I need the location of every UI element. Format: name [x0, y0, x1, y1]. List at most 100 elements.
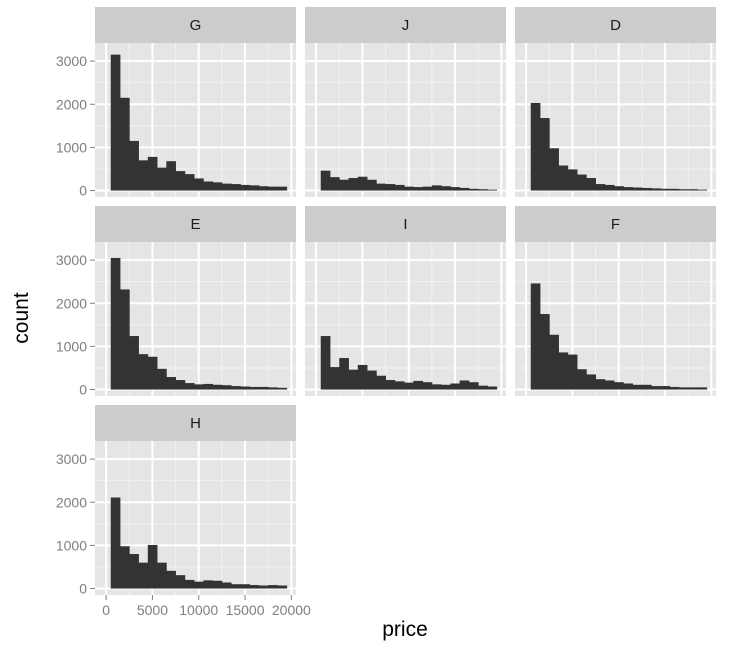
histogram-bar — [441, 186, 451, 191]
histogram-bar — [376, 375, 386, 390]
histogram-bar — [422, 382, 433, 390]
histogram-bar — [549, 334, 559, 390]
histogram-bar — [376, 183, 386, 191]
facet-strip-label: J — [402, 17, 410, 34]
y-tick-label: 0 — [79, 183, 87, 199]
histogram-bar — [268, 585, 278, 589]
histogram-bar — [586, 374, 596, 390]
histogram-bar — [120, 289, 130, 390]
histogram-bar — [138, 354, 149, 390]
histogram-bar — [268, 387, 278, 390]
histogram-bar — [194, 178, 204, 191]
histogram-bar — [394, 184, 405, 191]
histogram-bar — [586, 178, 596, 191]
histogram-bar — [231, 584, 241, 589]
histogram-bar — [614, 186, 624, 191]
facet-strip — [95, 7, 296, 43]
histogram-bar — [258, 585, 269, 589]
facet-panel-I: I — [305, 206, 506, 396]
histogram-bar — [660, 386, 671, 390]
facet-strip — [95, 405, 296, 441]
histogram-bar — [614, 382, 624, 390]
facet-strip — [95, 206, 296, 242]
histogram-bar — [632, 384, 643, 390]
histogram-bar — [157, 368, 167, 390]
histogram-bar — [166, 377, 176, 390]
histogram-bar — [450, 187, 461, 191]
plot-background — [305, 43, 506, 197]
histogram-bar — [175, 575, 186, 589]
histogram-bar — [157, 562, 167, 589]
histogram-bar — [129, 554, 139, 589]
y-tick-label: 0 — [79, 382, 87, 398]
histogram-bar — [623, 187, 634, 191]
histogram-bar — [277, 186, 288, 191]
facet-strip-label: H — [190, 415, 201, 432]
histogram-bar — [404, 186, 414, 191]
histogram-bar — [441, 384, 451, 390]
histogram-bar — [138, 160, 149, 191]
histogram-bar — [459, 380, 470, 390]
axes: 0 1000 2000 3000 0 1000 2000 3000 0 1000 2000 3000 0… — [56, 53, 311, 618]
histogram-bar — [651, 188, 661, 191]
x-tick-label: 10000 — [179, 602, 218, 618]
histogram-bar — [595, 379, 606, 390]
histogram-bar — [530, 283, 541, 390]
y-tick-label: 1000 — [56, 338, 87, 354]
histogram-bar — [530, 102, 541, 191]
histogram-bar — [558, 165, 569, 191]
histogram-bar — [357, 176, 368, 191]
histogram-bar — [110, 54, 121, 191]
histogram-bar — [540, 314, 550, 390]
y-tick-label: 3000 — [56, 53, 87, 69]
histogram-bar — [422, 186, 433, 191]
histogram-bar — [385, 184, 396, 191]
x-tick-label: 5000 — [137, 602, 168, 618]
histogram-bar — [431, 185, 442, 191]
histogram-bar — [184, 174, 195, 191]
histogram-bar — [641, 187, 652, 191]
y-tick-label: 0 — [79, 581, 87, 597]
facet-strip — [305, 206, 506, 242]
histogram-bar — [468, 382, 479, 390]
histogram-bar — [221, 183, 232, 191]
facet-panels: G J D E I F H — [95, 7, 716, 595]
histogram-bar — [558, 352, 569, 390]
histogram-bar — [487, 386, 498, 390]
histogram-bar — [660, 188, 671, 191]
histogram-bar — [203, 580, 214, 589]
facet-strip — [515, 206, 716, 242]
histogram-bar — [688, 387, 698, 390]
facet-panel-J: J — [305, 7, 506, 197]
histogram-bar — [231, 184, 241, 191]
histogram-bar — [277, 585, 288, 589]
histogram-bar — [203, 181, 214, 191]
facet-strip — [515, 7, 716, 43]
x-tick-label: 15000 — [226, 602, 265, 618]
facet-panel-H: H — [95, 405, 296, 595]
facet-strip-label: D — [610, 17, 621, 34]
histogram-bar — [240, 184, 251, 191]
histogram-bar — [249, 585, 260, 589]
histogram-bar — [540, 118, 550, 191]
histogram-bar — [110, 257, 121, 390]
facet-panel-E: E — [95, 206, 296, 396]
histogram-bar — [221, 385, 232, 390]
histogram-bar — [258, 386, 269, 390]
histogram-bar — [240, 584, 251, 589]
y-tick-label: 1000 — [56, 537, 87, 553]
histogram-bar — [120, 97, 130, 191]
facet-panel-F: F — [515, 206, 716, 396]
histogram-bar — [697, 387, 708, 390]
histogram-bar — [339, 358, 349, 390]
histogram-bar — [175, 380, 186, 390]
histogram-bar — [249, 386, 260, 390]
y-tick-label: 1000 — [56, 139, 87, 155]
histogram-bar — [604, 184, 615, 191]
histogram-bar — [330, 177, 340, 191]
histogram-bar — [459, 187, 470, 191]
histogram-bar — [129, 336, 139, 390]
histogram-bar — [604, 380, 615, 390]
histogram-bar — [567, 354, 578, 390]
